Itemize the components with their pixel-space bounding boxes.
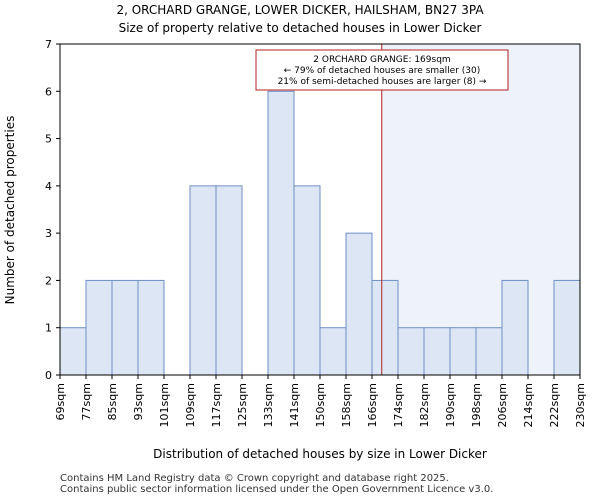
x-tick-label: 93sqm <box>132 383 145 420</box>
x-tick-label: 214sqm <box>522 383 535 427</box>
bars-group <box>59 90 581 376</box>
bar-174sqm <box>397 327 425 376</box>
bar-198sqm <box>475 327 503 376</box>
y-tick-label: 1 <box>45 322 52 335</box>
bar-190sqm <box>449 327 477 376</box>
bar-158sqm <box>345 232 373 376</box>
x-axis-label: Distribution of detached houses by size … <box>153 447 487 461</box>
x-tick-label: 166sqm <box>366 383 379 427</box>
bar-222sqm <box>553 279 581 376</box>
x-tick-label: 158sqm <box>340 383 353 427</box>
bar-93sqm <box>137 279 165 376</box>
annotation-box: 2 ORCHARD GRANGE: 169sqm ← 79% of detach… <box>255 49 509 91</box>
y-tick-label: 7 <box>45 38 52 51</box>
bar-166sqm <box>371 279 399 376</box>
bar-85sqm <box>111 279 139 376</box>
chart-subtitle: Size of property relative to detached ho… <box>119 21 482 35</box>
annotation-border <box>255 49 509 91</box>
bar-69sqm <box>59 327 87 376</box>
x-tick-label: 109sqm <box>184 383 197 427</box>
y-tick-label: 6 <box>45 85 52 98</box>
x-tick-label: 117sqm <box>210 383 223 427</box>
x-tick-label: 133sqm <box>262 383 275 427</box>
bar-206sqm <box>501 279 529 376</box>
highlight-region <box>381 44 580 375</box>
y-axis-ticks: 0 1 2 3 4 5 6 7 <box>45 38 60 382</box>
x-tick-label: 174sqm <box>392 383 405 427</box>
x-tick-label: 190sqm <box>444 383 457 427</box>
annotation-line-3: 21% of semi-detached houses are larger (… <box>278 77 487 87</box>
y-tick-label: 0 <box>45 369 52 382</box>
x-tick-label: 222sqm <box>548 383 561 427</box>
x-tick-label: 150sqm <box>314 383 327 427</box>
footer-line-2: Contains public sector information licen… <box>60 484 494 495</box>
y-axis-label: Number of detached properties <box>3 116 17 305</box>
bar-182sqm <box>423 327 451 376</box>
x-tick-label: 206sqm <box>496 383 509 427</box>
bar-117sqm <box>215 185 243 376</box>
annotation-line-2: ← 79% of detached houses are smaller (30… <box>284 66 481 76</box>
x-tick-label: 125sqm <box>236 383 249 427</box>
y-tick-label: 2 <box>45 274 52 287</box>
y-tick-label: 4 <box>45 180 52 193</box>
bar-133sqm <box>267 90 295 376</box>
bar-77sqm <box>85 279 113 376</box>
chart-title: 2, ORCHARD GRANGE, LOWER DICKER, HAILSHA… <box>116 3 484 17</box>
x-tick-label: 69sqm <box>54 383 67 420</box>
x-tick-label: 77sqm <box>80 383 93 420</box>
footer-line-1: Contains HM Land Registry data © Crown c… <box>60 473 449 484</box>
x-tick-label: 85sqm <box>106 383 119 420</box>
x-tick-label: 230sqm <box>574 383 587 427</box>
bar-150sqm <box>319 327 347 376</box>
y-tick-label: 5 <box>45 133 52 146</box>
bar-109sqm <box>189 185 217 376</box>
x-axis-ticks: 69sqm 77sqm 85sqm 93sqm 101sqm 109sqm 117sqm 12… <box>54 375 587 427</box>
bar-141sqm <box>293 185 321 376</box>
x-tick-label: 101sqm <box>158 383 171 427</box>
y-tick-label: 3 <box>45 227 52 240</box>
x-tick-label: 198sqm <box>470 383 483 427</box>
annotation-line-1: 2 ORCHARD GRANGE: 169sqm <box>313 55 450 65</box>
x-tick-label: 182sqm <box>418 383 431 427</box>
x-tick-label: 141sqm <box>288 383 301 427</box>
